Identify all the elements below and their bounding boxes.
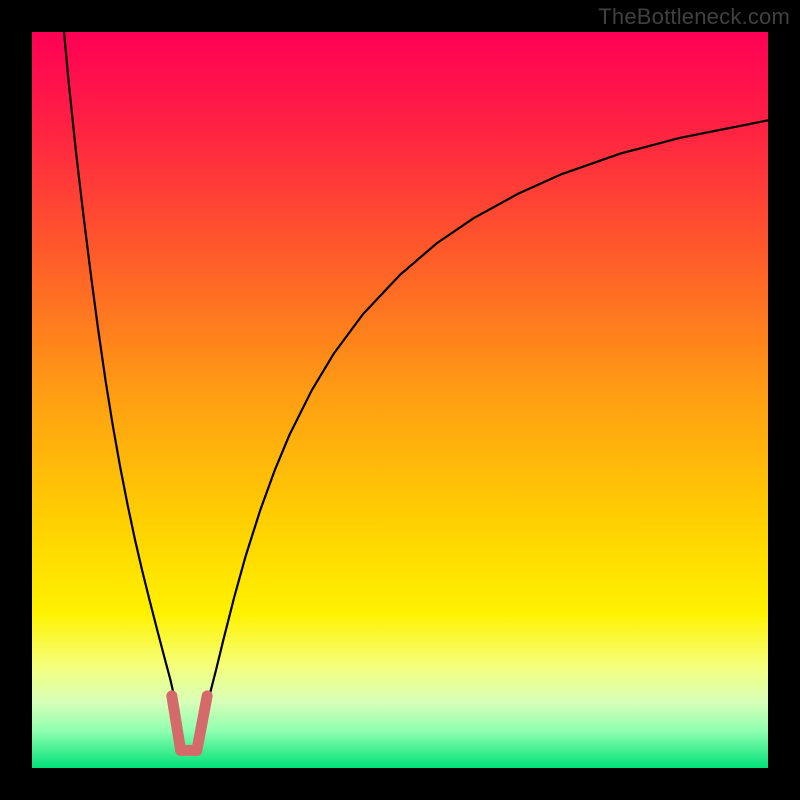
watermark-text: TheBottleneck.com xyxy=(598,4,790,30)
chart-container: TheBottleneck.com xyxy=(0,0,800,800)
bottleneck-curve-chart xyxy=(0,0,800,800)
plot-background xyxy=(32,32,768,768)
